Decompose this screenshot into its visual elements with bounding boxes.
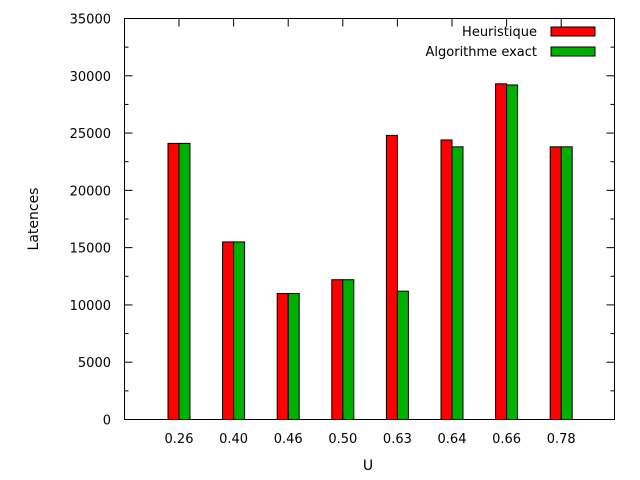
bar-algorithme-exact-0.66 — [506, 84, 519, 421]
x-tick-label: 0.78 — [547, 432, 576, 447]
bar-heuristique-0.40 — [222, 241, 235, 420]
x-tick-label: 0.66 — [492, 432, 521, 447]
y-tick-label: 25000 — [70, 127, 111, 142]
y-tick-label: 5000 — [78, 356, 111, 371]
bar-heuristique-0.66 — [495, 83, 508, 420]
bar-algorithme-exact-0.26 — [178, 142, 191, 421]
bar-algorithme-exact-0.50 — [342, 279, 355, 421]
x-axis-title: U — [363, 458, 373, 474]
y-tick-label: 0 — [103, 414, 111, 429]
legend-label: Heuristique — [462, 25, 537, 40]
x-tick-label: 0.26 — [165, 432, 194, 447]
bar-heuristique-0.78 — [549, 146, 562, 420]
x-tick-label: 0.63 — [383, 432, 412, 447]
bar-heuristique-0.63 — [385, 134, 398, 420]
legend-swatch — [550, 46, 596, 57]
bar-algorithme-exact-0.78 — [560, 146, 573, 420]
bar-heuristique-0.50 — [331, 279, 344, 421]
legend-label: Algorithme exact — [426, 45, 537, 60]
y-tick-label: 30000 — [70, 70, 111, 85]
y-tick-label: 35000 — [70, 13, 111, 28]
bar-heuristique-0.26 — [167, 142, 180, 421]
bar-heuristique-0.64 — [440, 139, 453, 420]
legend-swatch — [550, 26, 596, 37]
bar-algorithme-exact-0.40 — [233, 241, 246, 420]
bars-layer — [167, 83, 573, 421]
y-axis-title: Latences — [26, 188, 42, 251]
y-axis: 0 5000 10000 15000 20000 25000 30000 35000 — [70, 13, 615, 429]
y-tick-label: 10000 — [70, 299, 111, 314]
x-tick-label: 0.50 — [328, 432, 357, 447]
y-tick-label: 15000 — [70, 242, 111, 257]
x-axis: 0.26 0.40 0.46 0.50 0.63 0.64 0.66 0.78 — [165, 18, 576, 447]
bar-algorithme-exact-0.63 — [396, 290, 409, 420]
x-tick-label: 0.40 — [219, 432, 248, 447]
bar-heuristique-0.46 — [276, 292, 289, 421]
legend: Heuristique Algorithme exact — [426, 25, 596, 60]
bar-algorithme-exact-0.46 — [287, 292, 300, 421]
y-tick-label: 20000 — [70, 184, 111, 199]
x-tick-label: 0.46 — [274, 432, 303, 447]
plot-frame — [124, 18, 615, 420]
bar-algorithme-exact-0.64 — [451, 146, 464, 420]
x-tick-label: 0.64 — [438, 432, 467, 447]
